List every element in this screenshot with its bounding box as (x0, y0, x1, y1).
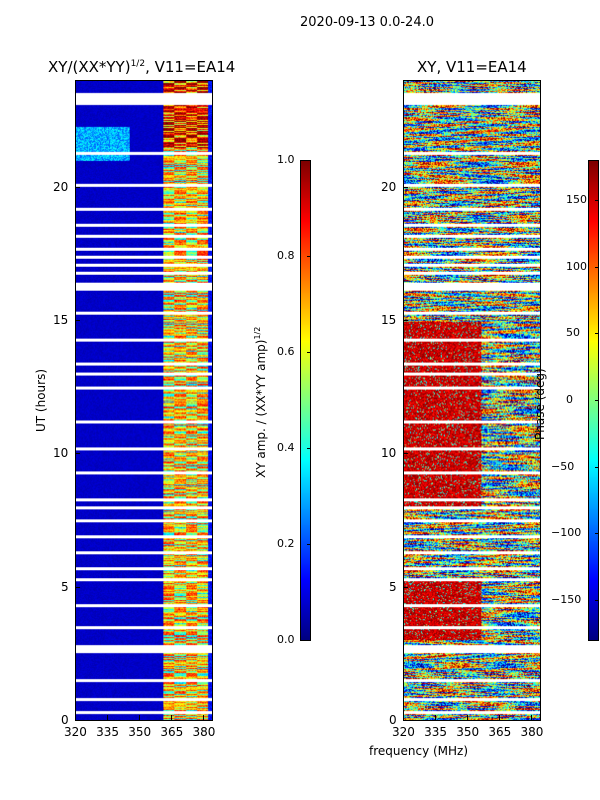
y-tick (75, 586, 80, 588)
colorbar-tick-label: 0.2 (277, 537, 295, 550)
colorbar-tick-label: 0 (566, 393, 573, 406)
y-tick (75, 186, 80, 188)
y-tick (403, 320, 408, 321)
y-tick-label: 0 (389, 713, 397, 727)
colorbar-tick-label: 100 (566, 259, 587, 273)
x-tick (139, 715, 141, 720)
colorbar-tick (595, 333, 599, 335)
x-tick-label: 350 (456, 725, 480, 739)
phase-colorbar-label: Phase (deg) (533, 368, 547, 440)
colorbar-tick (307, 352, 311, 353)
y-tick (75, 453, 80, 455)
colorbar-tick-label: 150 (566, 193, 587, 206)
phase-heatmap (403, 80, 541, 721)
colorbar-tick-label: 0.0 (277, 633, 295, 646)
colorbar-tick-label: −50 (551, 459, 575, 473)
x-tick (403, 715, 404, 720)
y-tick-label: 10 (53, 446, 69, 461)
x-tick (531, 715, 533, 720)
y-tick-label: 5 (389, 579, 397, 594)
y-tick (403, 586, 408, 588)
amplitude-colorbar (300, 160, 311, 641)
y-axis-label: UT (hours) (34, 368, 48, 432)
colorbar-tick-label: 0.6 (277, 345, 295, 358)
colorbar-tick (307, 256, 311, 257)
y-tick (75, 720, 80, 721)
colorbar-tick (595, 600, 599, 601)
x-tick (75, 715, 76, 720)
colorbar-tick (595, 466, 599, 468)
colorbar-tick-label: 0.4 (277, 441, 295, 454)
colorbar-tick (307, 160, 311, 161)
x-tick-label: 380 (520, 725, 544, 739)
x-tick-label: 380 (192, 725, 216, 739)
x-tick (203, 715, 205, 720)
y-tick-label: 0 (61, 713, 69, 727)
x-tick (171, 715, 173, 720)
colorbar-tick-label: 50 (566, 326, 580, 340)
x-tick-label: 350 (128, 725, 152, 739)
y-tick (75, 320, 80, 321)
colorbar-tick (307, 544, 311, 545)
x-tick (467, 715, 469, 720)
colorbar-tick-label: 0.8 (277, 249, 295, 262)
colorbar-tick (595, 533, 599, 535)
x-tick-label: 335 (96, 725, 120, 739)
right-plot-title: XY, V11=EA14 (417, 58, 527, 76)
colorbar-tick-label: −100 (551, 526, 582, 540)
y-tick (403, 720, 408, 721)
colorbar-tick (595, 266, 599, 268)
x-tick-label: 335 (424, 725, 448, 739)
amplitude-colorbar-label: XY amp. / (XX*YY amp)1/2 (253, 326, 268, 478)
colorbar-tick-label: −150 (551, 593, 582, 606)
x-tick (435, 715, 437, 720)
x-tick (499, 715, 501, 720)
amplitude-heatmap (75, 80, 213, 721)
y-tick-label: 20 (53, 179, 69, 194)
figure-suptitle: 2020-09-13 0.0-24.0 (300, 15, 434, 30)
colorbar-tick (307, 640, 311, 641)
x-tick-label: 320 (392, 725, 415, 739)
x-tick-label: 365 (488, 725, 512, 739)
left-plot-title: XY/(XX*YY)1/2, V11=EA14 (48, 58, 236, 76)
x-tick-label: 365 (160, 725, 184, 739)
y-tick-label: 10 (381, 446, 397, 461)
colorbar-tick (595, 400, 599, 401)
colorbar-tick (307, 448, 311, 449)
y-tick-label: 5 (61, 579, 69, 594)
y-tick (403, 453, 408, 455)
y-tick-label: 20 (381, 179, 397, 194)
x-axis-label: frequency (MHz) (369, 744, 469, 758)
x-tick (107, 715, 109, 720)
y-tick-label: 15 (53, 313, 69, 327)
y-tick-label: 15 (381, 313, 397, 327)
x-tick-label: 320 (64, 725, 87, 739)
y-tick (403, 186, 408, 188)
colorbar-tick (595, 200, 599, 201)
colorbar-tick-label: 1.0 (277, 153, 295, 166)
